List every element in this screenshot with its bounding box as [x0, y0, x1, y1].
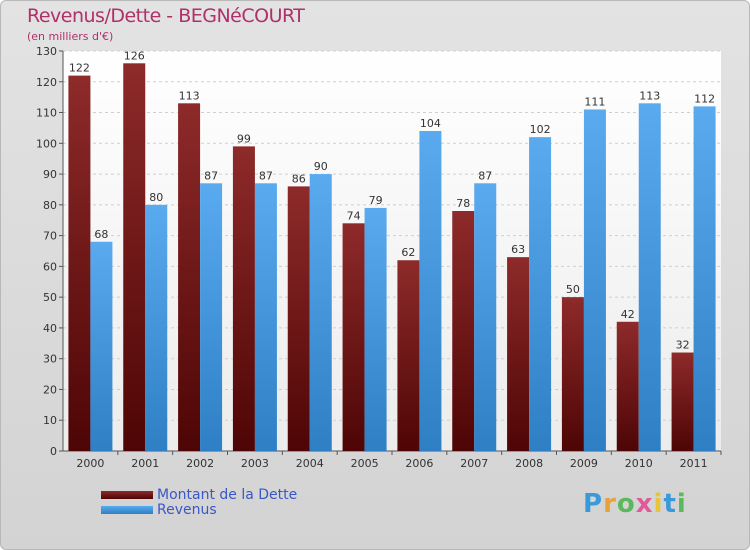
legend-swatch-dette: [101, 491, 153, 499]
bar-dette: [232, 146, 255, 451]
data-label-revenus: 90: [314, 160, 328, 173]
data-label-dette: 50: [566, 283, 580, 296]
plot-area: [63, 51, 721, 451]
data-label-dette: 78: [456, 197, 470, 210]
data-label-dette: 99: [237, 132, 251, 145]
data-label-revenus: 87: [259, 169, 273, 182]
x-tick-label: 2007: [460, 457, 488, 470]
legend-swatch-revenus: [101, 506, 153, 514]
bar-dette: [671, 352, 694, 451]
brand-letter: x: [635, 489, 654, 519]
bar-dette: [287, 186, 310, 451]
bar-revenus: [309, 174, 332, 452]
bar-dette: [507, 257, 530, 451]
y-tick-label: 120: [36, 76, 57, 89]
data-label-revenus: 111: [584, 95, 605, 108]
bar-dette: [616, 321, 639, 451]
x-tick-label: 2008: [515, 457, 543, 470]
y-tick-label: 80: [43, 199, 57, 212]
y-tick-label: 110: [36, 107, 57, 120]
x-tick-label: 2000: [76, 457, 104, 470]
y-tick-label: 10: [43, 414, 57, 427]
bar-dette: [342, 223, 365, 451]
bar-dette: [68, 75, 91, 451]
bar-revenus: [364, 207, 387, 451]
bar-revenus: [145, 204, 168, 451]
y-tick-label: 40: [43, 322, 57, 335]
bar-revenus: [90, 241, 113, 451]
brand-logo: Proxiti: [583, 489, 687, 519]
data-label-revenus: 113: [639, 89, 660, 102]
y-tick-label: 90: [43, 168, 57, 181]
data-label-revenus: 102: [530, 123, 551, 136]
bar-revenus: [254, 183, 277, 452]
data-label-dette: 126: [124, 49, 145, 62]
y-tick-label: 0: [50, 445, 57, 458]
data-label-revenus: 68: [94, 228, 108, 241]
chart-subtitle: (en milliers d'€): [27, 30, 114, 43]
brand-letter: t: [663, 489, 677, 519]
brand-letter: i: [676, 489, 687, 519]
x-tick-label: 2002: [186, 457, 214, 470]
brand-letter: i: [653, 489, 664, 519]
chart-title: Revenus/Dette - BEGNéCOURT: [27, 5, 305, 27]
bar-revenus: [200, 183, 223, 452]
y-tick-label: 20: [43, 383, 57, 396]
bar-revenus: [693, 106, 716, 451]
bar-revenus: [529, 137, 552, 451]
y-tick-label: 60: [43, 260, 57, 273]
data-label-dette: 32: [676, 339, 690, 352]
brand-letter: o: [616, 489, 636, 519]
x-tick-label: 2010: [625, 457, 653, 470]
brand-letter: r: [603, 489, 617, 519]
bar-revenus: [474, 183, 497, 452]
data-label-revenus: 112: [694, 92, 715, 105]
y-tick-label: 50: [43, 291, 57, 304]
data-label-revenus: 80: [149, 191, 163, 204]
data-label-dette: 62: [401, 246, 415, 259]
data-label-revenus: 87: [204, 169, 218, 182]
data-label-revenus: 104: [420, 117, 441, 130]
bar-dette: [123, 63, 146, 452]
x-tick-label: 2009: [570, 457, 598, 470]
data-label-dette: 86: [292, 172, 306, 185]
data-label-dette: 63: [511, 243, 525, 256]
x-tick-label: 2003: [241, 457, 269, 470]
y-tick-label: 130: [36, 45, 57, 58]
bar-revenus: [638, 103, 661, 452]
x-tick-label: 2001: [131, 457, 159, 470]
x-tick-label: 2005: [351, 457, 379, 470]
legend-label-dette: Montant de la Dette: [157, 487, 298, 503]
data-label-dette: 74: [347, 209, 361, 222]
bar-dette: [452, 211, 475, 451]
brand-letter: P: [583, 489, 604, 519]
data-label-dette: 122: [69, 62, 90, 75]
legend-label-revenus: Revenus: [157, 502, 217, 518]
y-tick-label: 70: [43, 230, 57, 243]
x-tick-label: 2006: [405, 457, 433, 470]
data-label-revenus: 87: [478, 169, 492, 182]
bar-revenus: [583, 109, 606, 451]
bar-dette: [178, 103, 201, 452]
x-tick-label: 2011: [680, 457, 708, 470]
x-tick-label: 2004: [296, 457, 324, 470]
y-tick-label: 100: [36, 137, 57, 150]
bar-dette: [561, 297, 584, 451]
data-label-dette: 42: [621, 308, 635, 321]
bar-revenus: [419, 131, 442, 451]
data-label-dette: 113: [179, 89, 200, 102]
data-label-revenus: 79: [369, 194, 383, 207]
bar-dette: [397, 260, 420, 451]
y-tick-label: 30: [43, 353, 57, 366]
